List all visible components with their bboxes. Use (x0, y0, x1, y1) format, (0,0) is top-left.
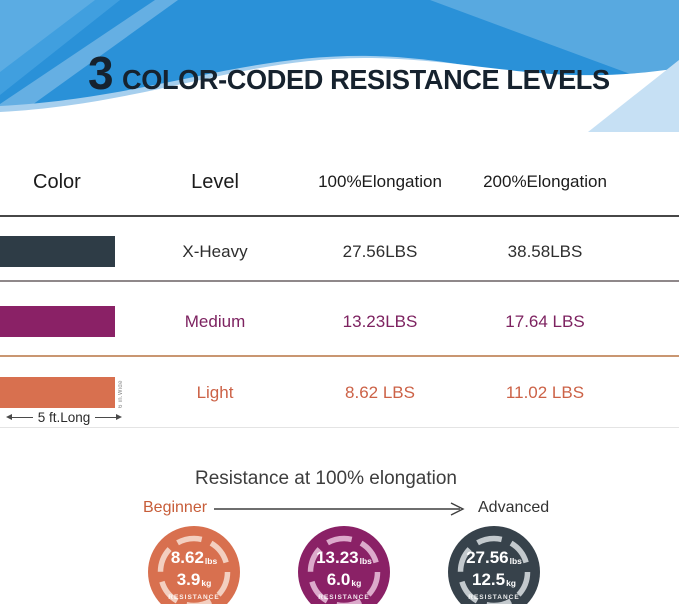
badge-circle-icon (148, 526, 240, 604)
band-length-dimension: 5 ft.Long (6, 409, 123, 425)
badge-lbs-value: 13.23lbs (316, 547, 372, 567)
badge-kg-value: 3.9kg (176, 569, 212, 589)
page-title: 3 COLOR-CODED RESISTANCE LEVELS (88, 46, 624, 100)
badge-lbs-value: 27.56lbs (466, 547, 522, 567)
dimension-arrow-left-icon (6, 414, 12, 420)
column-header-200-elongation: 200%Elongation (483, 172, 607, 191)
elongation-100-value: 27.56LBS (342, 241, 418, 261)
beginner-to-advanced-arrow-icon (214, 502, 465, 516)
elongation-100-value: 8.62 LBS (345, 382, 415, 402)
badge-caption: RESISTANCE (318, 593, 370, 601)
badge-kg-value: 6.0kg (326, 569, 362, 589)
bottom-divider (0, 427, 679, 428)
elongation-100-value: 13.23LBS (342, 311, 418, 331)
scale-title: Resistance at 100% elongation (195, 468, 457, 489)
elongation-200-value: 17.64 LBS (505, 311, 585, 331)
dimension-arrow-right-icon (116, 414, 123, 420)
level-label: Medium (184, 311, 246, 331)
column-header-color: Color (33, 170, 81, 193)
column-header-level: Level (191, 170, 239, 193)
header-divider (0, 215, 679, 217)
badge-circle-icon (448, 526, 540, 604)
dimension-line (12, 416, 33, 418)
badge-caption: RESISTANCE (468, 593, 520, 601)
table-row-medium: Medium 13.23LBS 17.64 LBS (0, 306, 679, 337)
swatch-medium (0, 306, 115, 337)
resistance-badge-medium: 13.23lbs 6.0kg RESISTANCE (298, 526, 390, 604)
advanced-label: Advanced (478, 499, 550, 516)
row-divider (0, 280, 679, 282)
title-number: 3 (88, 47, 114, 99)
swatch-x-heavy (0, 236, 115, 267)
elongation-200-value: 38.58LBS (507, 241, 583, 261)
title-text: COLOR-CODED RESISTANCE LEVELS (121, 64, 610, 95)
level-label: X-Heavy (182, 241, 248, 261)
beginner-label: Beginner (143, 499, 208, 516)
elongation-200-value: 11.02 LBS (505, 382, 585, 402)
row-divider (0, 355, 679, 357)
band-length-label: 5 ft.Long (37, 409, 91, 425)
swatch-light (0, 377, 115, 408)
header-banner-background (0, 0, 679, 132)
badge-kg-value: 12.5kg (471, 569, 516, 589)
badge-circle-icon (298, 526, 390, 604)
dimension-line (95, 416, 117, 418)
band-width-label: 6 in.Wide (118, 380, 124, 408)
badge-caption: RESISTANCE (168, 593, 220, 601)
badge-lbs-value: 8.62lbs (170, 547, 218, 567)
table-row-light: Light 8.62 LBS 11.02 LBS (0, 377, 679, 408)
column-header-100-elongation: 100%Elongation (318, 172, 442, 191)
resistance-badge-light: 8.62lbs 3.9kg RESISTANCE (148, 526, 240, 604)
level-label: Light (196, 382, 234, 402)
table-header-row: Color Level 100%Elongation 200%Elongatio… (0, 162, 679, 202)
table-row-x-heavy: X-Heavy 27.56LBS 38.58LBS (0, 236, 679, 267)
resistance-badge-x-heavy: 27.56lbs 12.5kg RESISTANCE (448, 526, 540, 604)
